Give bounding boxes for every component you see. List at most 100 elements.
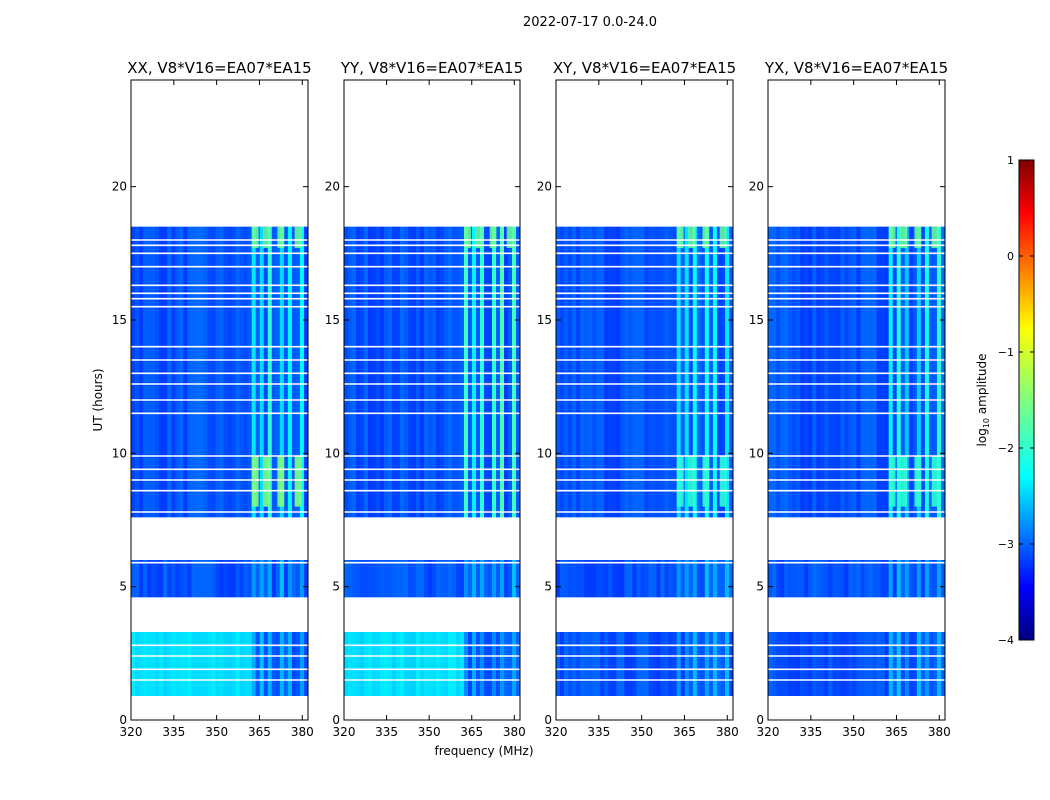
heatmap-cell xyxy=(680,632,686,696)
heatmap-cell xyxy=(436,226,441,518)
rfi-block xyxy=(251,226,259,248)
heatmap-cell xyxy=(344,226,349,518)
heatmap-cell xyxy=(592,226,597,518)
rfi-block xyxy=(914,226,922,248)
figure-title: 2022-07-17 0.0-24.0 xyxy=(523,15,657,30)
heatmap-cell xyxy=(896,632,902,696)
heatmap-cell xyxy=(700,632,706,696)
rfi-block xyxy=(676,226,684,248)
heatmap-cell xyxy=(404,560,409,598)
rfi-block xyxy=(506,226,514,248)
heatmap-cell xyxy=(644,560,649,598)
heatmap-cell xyxy=(484,226,489,518)
heatmap-cell xyxy=(636,632,641,696)
heatmap-cell xyxy=(348,560,353,598)
heatmap-cell xyxy=(568,632,573,696)
heatmap-cell xyxy=(816,632,821,696)
heatmap-cell xyxy=(175,632,180,696)
heatmap-cell xyxy=(904,226,910,518)
heatmap-cell xyxy=(620,560,625,598)
heatmap-cell xyxy=(299,560,305,598)
heatmap-cell xyxy=(408,560,413,598)
heatmap-cell xyxy=(776,560,781,598)
heatmap-cell xyxy=(908,632,914,696)
heatmap-cell xyxy=(235,226,241,518)
heatmap-cell xyxy=(500,560,505,598)
heatmap-cell xyxy=(880,560,886,598)
heatmap-cell xyxy=(616,632,621,696)
heatmap-cell xyxy=(223,226,228,518)
heatmap-cell xyxy=(632,632,637,696)
heatmap-cell xyxy=(580,560,585,598)
heatmap-cell xyxy=(844,632,849,696)
heatmap-cell xyxy=(143,560,148,598)
heatmap-cell xyxy=(692,632,698,696)
heatmap-cell xyxy=(704,632,710,696)
heatmap-cell xyxy=(644,226,649,518)
rfi-block xyxy=(688,456,696,507)
heatmap-cell xyxy=(624,560,629,598)
axes-frame xyxy=(767,79,946,721)
heatmap-cell xyxy=(648,560,653,598)
x-tick-label: 365 xyxy=(248,725,271,739)
heatmap-cell xyxy=(688,632,694,696)
y-tick-label: 0 xyxy=(756,713,764,727)
heatmap-cell xyxy=(143,226,148,518)
heatmap-cell xyxy=(584,632,589,696)
heatmap-cell xyxy=(668,632,674,696)
heatmap-cell xyxy=(496,632,501,696)
heatmap-cell xyxy=(724,632,730,696)
heatmap-cell xyxy=(708,632,714,696)
heatmap-cell xyxy=(231,226,236,518)
panel-title: YX, V8*V16=EA07*EA15 xyxy=(764,59,948,77)
heatmap-cell xyxy=(652,632,657,696)
heatmap-cell xyxy=(932,226,938,518)
heatmap-cell xyxy=(159,560,164,598)
heatmap-cell xyxy=(660,560,666,598)
heatmap-cell xyxy=(151,226,156,518)
heatmap-cell xyxy=(664,632,670,696)
heatmap-cell xyxy=(480,226,485,518)
heatmap-cell xyxy=(832,632,837,696)
heatmap-cell xyxy=(684,226,690,518)
heatmap-cell xyxy=(227,226,232,518)
x-tick-label: 320 xyxy=(120,725,143,739)
heatmap-cell xyxy=(175,226,180,518)
heatmap-cell xyxy=(716,632,722,696)
x-tick-label: 335 xyxy=(375,725,398,739)
heatmap-cell xyxy=(179,632,184,696)
heatmap-cell xyxy=(676,560,682,598)
heatmap-cell xyxy=(824,632,829,696)
heatmap-cell xyxy=(235,632,241,696)
heatmap-cell xyxy=(864,560,869,598)
heatmap-cell xyxy=(664,560,670,598)
heatmap-cell xyxy=(460,226,465,518)
heatmap-cell xyxy=(556,560,561,598)
heatmap-cell xyxy=(596,560,601,598)
heatmap-cell xyxy=(147,632,152,696)
heatmap-cell xyxy=(436,632,441,696)
colorbar: 1 0 −1 −2 −3 −4 log10 amplitude xyxy=(975,154,1035,647)
heatmap-cell xyxy=(628,560,633,598)
heatmap-cell xyxy=(480,560,485,598)
heatmap-cell xyxy=(640,632,645,696)
heatmap-cell xyxy=(420,632,425,696)
heatmap-cell xyxy=(215,560,220,598)
heatmap-cell xyxy=(271,226,277,518)
heatmap-cell xyxy=(836,226,841,518)
heatmap-cell xyxy=(596,226,601,518)
heatmap-cell xyxy=(656,560,661,598)
heatmap-cell xyxy=(143,632,148,696)
heatmap-cell xyxy=(772,632,777,696)
heatmap-cell xyxy=(672,632,678,696)
heatmap-cell xyxy=(287,632,293,696)
heatmap-cell xyxy=(171,226,176,518)
rfi-block xyxy=(251,456,259,507)
heatmap-cell xyxy=(372,560,377,598)
heatmap-cell xyxy=(508,560,513,598)
heatmap-cell xyxy=(283,632,289,696)
heatmap-cell xyxy=(155,632,160,696)
heatmap-cell xyxy=(259,226,265,518)
heatmap-cell xyxy=(368,226,373,518)
heatmap-cell xyxy=(672,226,678,518)
